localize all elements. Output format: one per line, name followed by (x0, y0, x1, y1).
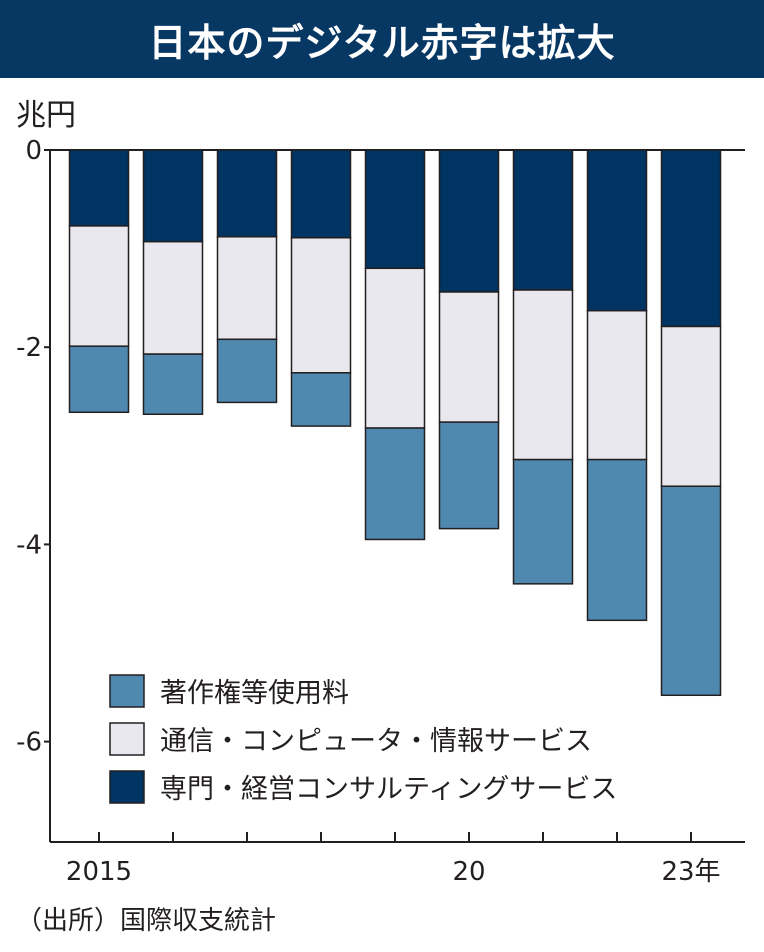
y-tick-label: -4 (16, 530, 42, 560)
bar-segment (142, 149, 204, 243)
bar-segment (290, 237, 352, 374)
bar-segment (438, 149, 500, 293)
bar-segment (142, 353, 204, 415)
bar-segment (68, 225, 130, 347)
legend-swatch (109, 722, 145, 756)
bar-segment (512, 289, 574, 461)
title-bar: 日本のデジタル赤字は拡大 (0, 0, 764, 78)
bar-segment (142, 240, 204, 355)
y-tick-label: -2 (16, 333, 42, 363)
bar-segment (216, 236, 278, 341)
bar-segment (216, 149, 278, 238)
bar-segment (438, 291, 500, 423)
bar-segment (660, 149, 722, 328)
bar-segment (586, 149, 648, 312)
legend-swatch (109, 674, 145, 708)
bar-segment (364, 149, 426, 270)
y-tick-label: -6 (16, 728, 42, 758)
source-note: （出所）国際収支統計 (16, 906, 277, 936)
bar-segment (512, 458, 574, 585)
bar-segment (216, 338, 278, 404)
legend-label: 専門・経営コンサルティングサービス (160, 774, 617, 805)
x-tick-label: 20 (452, 857, 485, 887)
legend-label: 通信・コンピュータ・情報サービス (160, 726, 592, 757)
bar-segment (364, 267, 426, 429)
y-axis-unit-label: 兆円 (16, 98, 76, 133)
bar-segment (512, 149, 574, 291)
chart-title: 日本のデジタル赤字は拡大 (148, 20, 616, 65)
bar-segment (364, 427, 426, 541)
bar-segment (290, 372, 352, 427)
x-tick-label: 23年 (661, 857, 720, 887)
bar-segment (68, 149, 130, 227)
x-tick-label: 2015 (66, 857, 132, 887)
legend-swatch (109, 770, 145, 804)
legend-label: 著作権等使用料 (160, 678, 349, 709)
bar-segment (660, 485, 722, 697)
bar-segment (68, 345, 130, 414)
bar-segment (438, 421, 500, 530)
bar-segment (586, 458, 648, 622)
y-tick-label: 0 (25, 136, 42, 166)
bar-segment (586, 309, 648, 461)
bar-segment (290, 149, 352, 239)
bar-segment (660, 325, 722, 487)
